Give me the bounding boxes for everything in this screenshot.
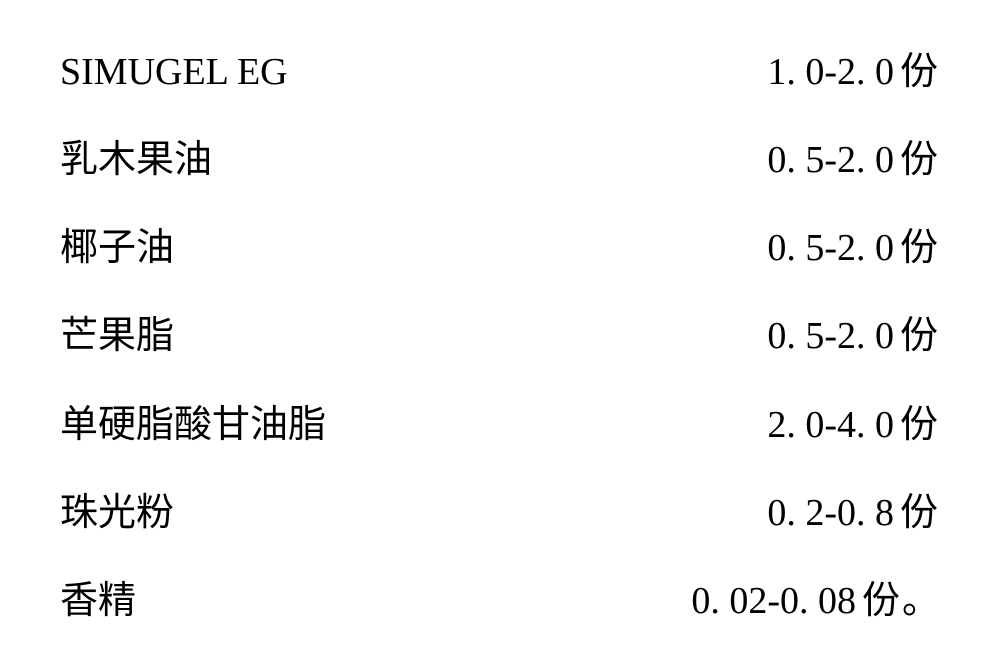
amount-value: 1. 0-2. 0: [674, 50, 894, 94]
trailing-punct: 。: [902, 569, 940, 624]
unit-label: 份: [900, 40, 938, 95]
amount-cell: 1. 0-2. 0 份: [674, 40, 940, 95]
ingredient-name: 珠光粉: [60, 481, 174, 536]
amount-value: 0. 5-2. 0: [674, 138, 894, 182]
unit-label: 份: [862, 569, 900, 624]
unit-label: 份: [900, 304, 938, 359]
table-row: 珠光粉 0. 2-0. 8 份: [60, 481, 940, 536]
amount-cell: 0. 02-0. 08 份 。: [636, 569, 940, 624]
amount-cell: 2. 0-4. 0 份: [674, 393, 940, 448]
ingredient-name: SIMUGEL EG: [60, 50, 288, 94]
unit-label: 份: [900, 393, 938, 448]
table-row: SIMUGEL EG 1. 0-2. 0 份: [60, 40, 940, 95]
table-row: 单硬脂酸甘油脂 2. 0-4. 0 份: [60, 393, 940, 448]
ingredients-table: SIMUGEL EG 1. 0-2. 0 份 乳木果油 0. 5-2. 0 份 …: [0, 0, 1000, 654]
amount-value: 0. 5-2. 0: [674, 314, 894, 358]
amount-cell: 0. 5-2. 0 份: [674, 304, 940, 359]
amount-cell: 0. 2-0. 8 份: [674, 481, 940, 536]
amount-value: 2. 0-4. 0: [674, 403, 894, 447]
unit-label: 份: [900, 128, 938, 183]
table-row: 乳木果油 0. 5-2. 0 份: [60, 128, 940, 183]
table-row: 芒果脂 0. 5-2. 0 份: [60, 304, 940, 359]
ingredient-name: 乳木果油: [60, 128, 212, 183]
table-row: 椰子油 0. 5-2. 0 份: [60, 216, 940, 271]
unit-label: 份: [900, 216, 938, 271]
amount-cell: 0. 5-2. 0 份: [674, 128, 940, 183]
table-row: 香精 0. 02-0. 08 份 。: [60, 569, 940, 624]
unit-label: 份: [900, 481, 938, 536]
amount-value: 0. 2-0. 8: [674, 491, 894, 535]
amount-value: 0. 02-0. 08: [636, 579, 856, 623]
amount-value: 0. 5-2. 0: [674, 226, 894, 270]
ingredient-name: 芒果脂: [60, 304, 174, 359]
ingredient-name: 椰子油: [60, 216, 174, 271]
ingredient-name: 香精: [60, 569, 136, 624]
ingredient-name: 单硬脂酸甘油脂: [60, 393, 326, 448]
amount-cell: 0. 5-2. 0 份: [674, 216, 940, 271]
